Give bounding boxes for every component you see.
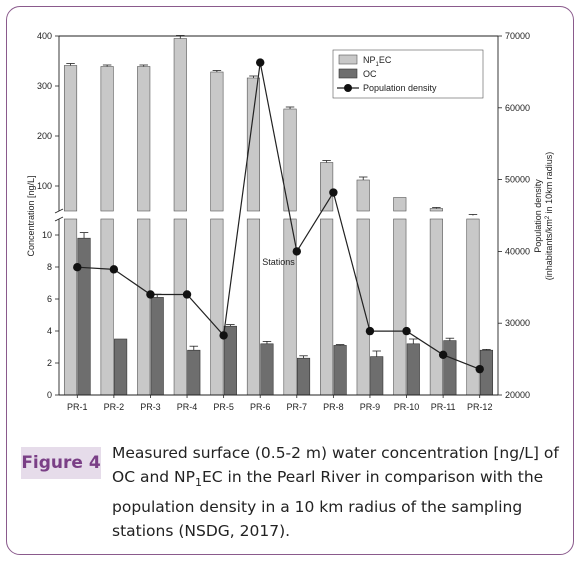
- caption-part-2: EC in the Pearl River in comparison with…: [112, 468, 544, 541]
- x-tick-label: PR-10: [394, 402, 420, 412]
- bar-oc: [77, 237, 91, 396]
- x-axis-title: Stations: [262, 257, 295, 267]
- bar-oc: [114, 338, 128, 396]
- y2-tick-label: 20000: [505, 390, 530, 400]
- bar-oc: [187, 349, 201, 396]
- bar-np1ec-lower: [210, 218, 224, 396]
- x-tick-label: PR-5: [213, 402, 234, 412]
- y-tick-label: 400: [37, 31, 52, 41]
- y-tick-label: 6: [47, 294, 52, 304]
- bar-np1ec-upper: [210, 71, 224, 212]
- y-tick-label: 4: [47, 326, 52, 336]
- population-point: [182, 290, 192, 299]
- bar-np1ec-upper: [173, 38, 187, 212]
- bar-np1ec-upper: [356, 179, 370, 212]
- figure-caption: Measured surface (0.5-2 m) water concent…: [112, 441, 562, 543]
- y2-tick-label: 30000: [505, 318, 530, 328]
- axis-break-mark: [54, 208, 64, 214]
- population-point: [329, 188, 338, 197]
- population-point: [219, 331, 228, 340]
- bar-oc: [296, 357, 311, 396]
- bar-np1ec-lower: [173, 218, 187, 396]
- population-point: [109, 265, 119, 274]
- y2-tick-label: 70000: [505, 31, 530, 41]
- population-point: [402, 326, 411, 336]
- x-tick-label: PR-2: [104, 402, 125, 412]
- bar-oc: [333, 345, 347, 396]
- x-tick-label: PR-1: [67, 402, 88, 412]
- x-tick-label: PR-4: [177, 402, 198, 412]
- bar-np1ec-lower: [246, 218, 261, 396]
- bar-np1ec-upper: [429, 208, 443, 212]
- bar-np1ec-lower: [100, 218, 114, 396]
- y-tick-label: 100: [37, 181, 52, 191]
- population-point: [73, 262, 82, 272]
- y2-axis-subtitle: (inhabitants/km2 in 10km radius): [544, 152, 554, 280]
- bar-np1ec-lower: [63, 218, 78, 396]
- y2-axis-title: Population density: [533, 179, 543, 253]
- bar-np1ec-upper: [393, 197, 407, 212]
- population-point: [438, 350, 448, 359]
- x-tick-label: PR-6: [250, 402, 271, 412]
- bar-np1ec-lower: [283, 218, 297, 396]
- legend-label-oc: OC: [363, 69, 377, 79]
- bar-oc: [150, 297, 164, 396]
- bar-oc: [370, 356, 384, 396]
- bar-np1ec-upper: [137, 66, 151, 212]
- caption-part-1: Measured surface (0.5-2 m) water concent…: [112, 444, 559, 486]
- x-tick-label: PR-11: [431, 402, 456, 412]
- bar-np1ec-lower: [393, 218, 407, 396]
- x-tick-label: PR-12: [467, 402, 493, 412]
- caption-subscript: 1: [194, 476, 202, 490]
- bar-oc: [443, 340, 457, 396]
- bar-np1ec-upper: [100, 66, 114, 212]
- population-point: [292, 247, 301, 256]
- legend-box: [332, 49, 484, 99]
- bar-oc: [260, 343, 274, 396]
- x-tick-label: PR-9: [360, 402, 381, 412]
- y-tick-label: 2: [47, 358, 52, 368]
- population-point: [146, 290, 155, 299]
- legend-swatch-oc: [338, 68, 358, 79]
- population-point: [365, 326, 375, 336]
- y2-tick-label: 50000: [505, 175, 530, 185]
- bar-np1ec-lower: [320, 218, 334, 396]
- y-tick-label: 8: [47, 262, 52, 272]
- legend-swatch-np1ec: [338, 54, 358, 65]
- figure-label: Figure 4: [21, 447, 101, 479]
- axis-break-mark: [54, 216, 64, 222]
- population-point: [256, 58, 265, 67]
- y2-tick-label: 40000: [505, 246, 530, 256]
- population-line: [77, 62, 480, 370]
- y-tick-label: 0: [47, 390, 52, 400]
- bar-np1ec-lower: [137, 218, 151, 396]
- y-axis-title: Concentration [ng/L]: [26, 175, 36, 256]
- bar-np1ec-upper: [63, 65, 78, 212]
- legend-label-np1ec: NP1EC: [363, 55, 392, 68]
- y2-tick-label: 60000: [505, 103, 530, 113]
- x-tick-label: PR-3: [140, 402, 161, 412]
- population-point: [475, 364, 484, 374]
- y-tick-label: 300: [37, 81, 52, 91]
- bar-oc: [406, 343, 420, 396]
- x-tick-label: PR-8: [323, 402, 344, 412]
- y-tick-label: 200: [37, 131, 52, 141]
- y-tick-label: 10: [42, 230, 52, 240]
- chart: 0 2 4 6 8 10 100 200 300 400 20000 30000 40000 50000 6…: [26, 31, 554, 412]
- x-tick-label: PR-7: [287, 402, 308, 412]
- bar-np1ec-lower: [429, 218, 443, 396]
- legend-label-population: Population density: [363, 83, 437, 93]
- legend-swatch-point: [344, 84, 352, 92]
